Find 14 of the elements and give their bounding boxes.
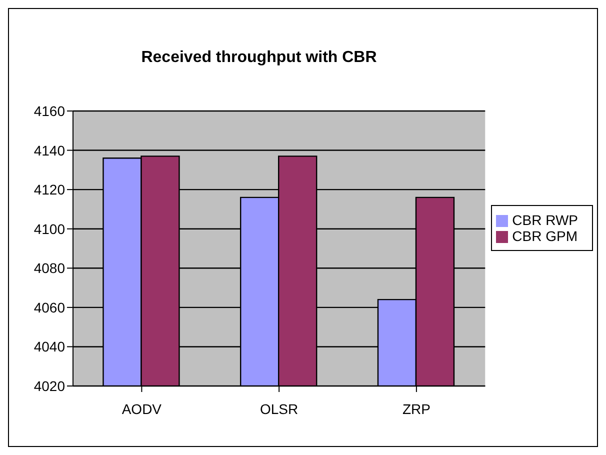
legend-label: CBR RWP — [512, 212, 578, 228]
y-tick-label: 4080 — [34, 260, 66, 276]
chart-title: Received throughput with CBR — [140, 49, 378, 67]
x-tick-label: AODV — [122, 400, 162, 417]
y-tick-label: 4040 — [34, 338, 66, 355]
x-tick-label: ZRP — [402, 400, 430, 417]
y-tick-label: 4160 — [34, 102, 66, 119]
y-tick-label: 4140 — [34, 142, 66, 158]
y-tick-label: 4120 — [34, 182, 66, 198]
legend-label: CBR GPM — [512, 228, 578, 244]
y-tick-label: 4060 — [34, 299, 66, 316]
y-tick-label: 4020 — [34, 378, 66, 394]
x-tick-label: OLSR — [260, 400, 298, 417]
y-tick-label: 4100 — [34, 220, 66, 237]
